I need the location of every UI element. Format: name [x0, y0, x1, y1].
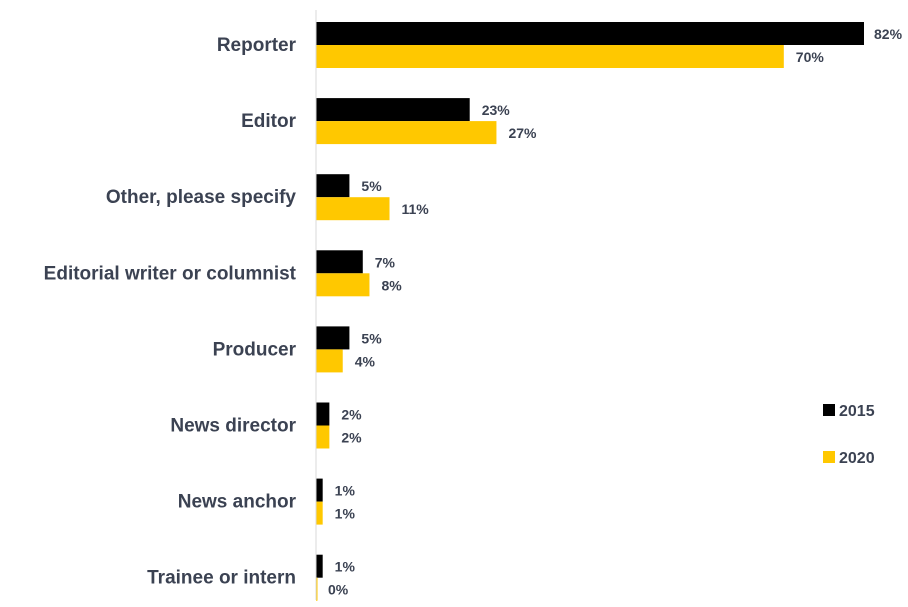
bar-2015-3	[316, 250, 363, 273]
legend-label-2020: 2020	[839, 450, 875, 467]
data-label: 0%	[328, 582, 349, 598]
category-label: Trainee or intern	[147, 568, 296, 589]
bar-2015-5	[316, 403, 329, 426]
bar-2020-2	[316, 197, 390, 220]
data-label: 1%	[335, 559, 356, 575]
data-label: 23%	[482, 102, 511, 118]
bar-2015-2	[316, 174, 349, 197]
data-label: 5%	[361, 178, 382, 194]
data-label: 8%	[381, 277, 402, 293]
data-label: 7%	[375, 254, 396, 270]
data-label: 2%	[341, 407, 362, 423]
data-label: 1%	[335, 483, 356, 499]
data-label: 5%	[361, 330, 382, 346]
bar-2015-0	[316, 22, 864, 45]
category-label: Editorial writer or columnist	[44, 263, 297, 284]
legend-swatch-2020	[823, 451, 835, 463]
data-label: 82%	[874, 26, 903, 42]
data-label: 1%	[335, 506, 356, 522]
category-label: News anchor	[178, 492, 297, 513]
bar-2020-5	[316, 426, 329, 449]
bar-2015-7	[316, 555, 323, 578]
data-label: 70%	[796, 49, 825, 65]
bar-2020-6	[316, 502, 323, 525]
category-labels: Reporter Editor Other, please specify Edito…	[44, 35, 297, 589]
bar-2015-6	[316, 479, 323, 502]
bar-2020-1	[316, 121, 496, 144]
category-label: Editor	[241, 111, 296, 132]
category-label: News director	[170, 416, 296, 437]
data-label: 11%	[402, 201, 430, 217]
bar-2020-3	[316, 273, 369, 296]
category-label: Reporter	[217, 35, 297, 56]
bars	[316, 22, 864, 601]
data-label: 27%	[508, 125, 537, 141]
bar-2020-4	[316, 349, 343, 372]
bar-2015-4	[316, 326, 349, 349]
data-label: 4%	[355, 353, 376, 369]
legend-swatch-2015	[823, 404, 835, 416]
bar-2015-1	[316, 98, 470, 121]
data-label: 2%	[341, 430, 362, 446]
legend: 2015 2020	[823, 403, 875, 467]
legend-label-2015: 2015	[839, 403, 875, 420]
category-label: Producer	[213, 339, 297, 360]
bar-2020-0	[316, 45, 784, 68]
category-label: Other, please specify	[106, 187, 297, 208]
